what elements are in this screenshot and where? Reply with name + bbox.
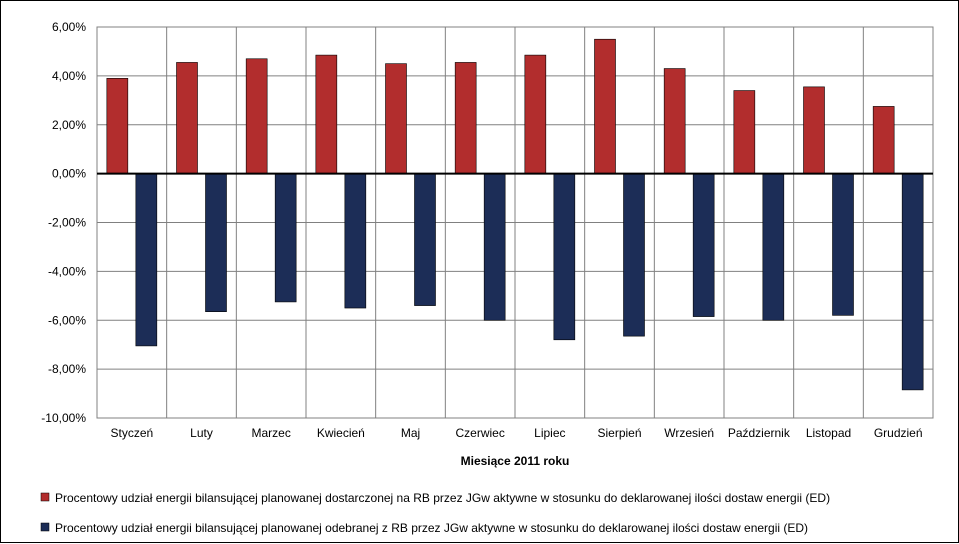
x-tick-label: Czerwiec xyxy=(455,426,504,440)
bar-delivered xyxy=(454,62,477,174)
bar-received xyxy=(414,173,436,306)
bar-received xyxy=(762,173,785,321)
x-tick-label: Październik xyxy=(728,426,791,440)
x-axis-title: Miesiące 2011 roku xyxy=(461,454,570,468)
x-tick-label: Wrzesień xyxy=(664,426,714,440)
bar-received xyxy=(483,173,506,321)
legend-label-delivered: Procentowy udział energii bilansującej p… xyxy=(55,491,830,505)
y-axis-tick-labels: 6,00% 4,00% 2,00% 0,00% -2,00% -4,00% -6,00% -8… xyxy=(41,20,86,425)
x-tick-label: Lipiec xyxy=(534,426,565,440)
bar-received xyxy=(135,173,158,347)
x-tick-label: Sierpień xyxy=(597,426,641,440)
bar-received xyxy=(623,173,645,337)
x-tick-label: Luty xyxy=(190,426,213,440)
legend-label-received: Procentowy udział energii bilansującej p… xyxy=(55,521,808,535)
y-tick-label: 4,00% xyxy=(52,69,86,83)
bar-delivered xyxy=(872,106,895,174)
bar-received xyxy=(205,173,227,312)
bar-delivered xyxy=(106,78,129,174)
bar-delivered xyxy=(663,68,686,174)
bar-received xyxy=(344,173,367,309)
bar-received xyxy=(553,173,576,341)
x-tick-label: Kwiecień xyxy=(317,426,365,440)
y-tick-label: -10,00% xyxy=(41,411,86,425)
x-tick-label: Styczeń xyxy=(110,426,153,440)
y-tick-label: -4,00% xyxy=(48,264,86,278)
y-tick-label: -2,00% xyxy=(48,216,86,230)
y-tick-label: 0,00% xyxy=(52,167,86,181)
category-separators xyxy=(166,27,864,418)
bar-delivered xyxy=(733,90,756,174)
bar-delivered xyxy=(594,38,616,174)
bar-received xyxy=(274,173,297,303)
y-tick-label: -6,00% xyxy=(48,313,86,327)
legend-swatch-received xyxy=(40,522,50,532)
legend-swatch-delivered xyxy=(40,492,50,502)
x-tick-label: Maj xyxy=(401,426,420,440)
x-tick-label: Marzec xyxy=(251,426,290,440)
x-tick-label: Listopad xyxy=(806,426,851,440)
x-axis-tick-labels: Styczeń Luty Marzec Kwiecień Maj Czerwiec Lipi… xyxy=(110,426,922,440)
bar-delivered xyxy=(245,58,268,174)
bars xyxy=(106,38,924,391)
bar-delivered xyxy=(176,62,198,174)
x-tick-label: Grudzień xyxy=(874,426,923,440)
y-tick-label: 2,00% xyxy=(52,118,86,132)
y-tick-label: 6,00% xyxy=(52,20,86,34)
bar-received xyxy=(692,173,715,317)
legend: Procentowy udział energii bilansującej p… xyxy=(40,491,830,535)
bar-delivered xyxy=(524,54,547,174)
bar-delivered xyxy=(385,63,407,174)
y-tick-label: -8,00% xyxy=(48,362,86,376)
bar-received xyxy=(832,173,854,316)
bar-delivered xyxy=(315,54,338,174)
bar-received xyxy=(901,173,924,391)
bar-delivered xyxy=(803,86,825,174)
